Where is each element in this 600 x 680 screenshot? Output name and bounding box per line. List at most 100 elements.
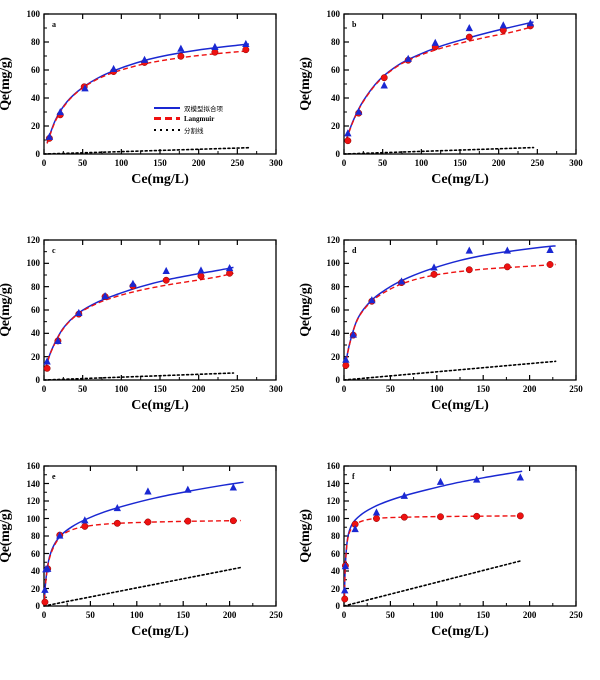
data-point-dual-model — [400, 491, 408, 499]
panel-c: c 0 50 100 150 200 250 300 0 20 40 60 80 100 120 Ce(mg/… — [0, 226, 300, 452]
data-point-langmuir — [373, 515, 380, 522]
y-tick-label: 60 — [31, 548, 40, 559]
x-tick-label: 50 — [78, 158, 88, 168]
data-point-dual-model — [44, 564, 52, 572]
data-point-dual-model — [54, 336, 62, 345]
plot-area-a — [43, 13, 277, 155]
y-axis-label: Qe(mg/g) — [0, 57, 13, 111]
series-line — [43, 146, 250, 155]
y-tick-label: 120 — [26, 235, 41, 245]
panel-letter-e: e — [52, 472, 56, 481]
series-line — [345, 25, 534, 141]
data-point-dual-model — [499, 21, 507, 29]
x-tick-label: 150 — [476, 384, 490, 394]
y-tick-label: 60 — [331, 65, 340, 75]
data-point-langmuir — [184, 517, 192, 525]
y-tick-label: 0 — [335, 149, 341, 159]
data-point-langmuir — [43, 364, 51, 372]
data-point-dual-model — [372, 508, 381, 516]
data-point-langmuir — [342, 361, 350, 369]
panel-a: a 0 50 100 150 200 250 300 0 20 40 60 80 100 Ce(mg/L) Q… — [0, 0, 300, 226]
data-point-dual-model — [162, 266, 170, 275]
series-line — [343, 470, 523, 598]
x-axis-label: Ce(mg/L) — [431, 172, 489, 187]
data-point-dual-model — [380, 81, 388, 89]
data-point-dual-model — [368, 296, 376, 304]
panel-letter-d: d — [352, 246, 357, 255]
data-point-langmuir — [465, 33, 473, 41]
y-tick-label: 80 — [31, 37, 40, 47]
panel-letter-c: c — [52, 246, 56, 255]
data-point-langmuir — [380, 74, 388, 82]
y-tick-label: 140 — [26, 478, 41, 489]
x-tick-label: 150 — [176, 610, 190, 620]
panel-letter-f: f — [352, 472, 355, 481]
data-point-dual-model — [140, 55, 149, 63]
y-tick-label: 0 — [35, 149, 41, 159]
y-tick-label: 100 — [326, 9, 341, 19]
data-point-dual-model — [465, 24, 473, 32]
y-tick-label: 40 — [331, 93, 340, 103]
y-axis-label: Qe(mg/g) — [0, 283, 13, 337]
data-point-dual-model — [225, 264, 234, 272]
plot-area-d — [342, 239, 577, 381]
axis-frame — [343, 13, 577, 155]
y-tick-label: 100 — [326, 513, 341, 524]
data-point-dual-model — [351, 525, 359, 533]
x-tick-label: 0 — [41, 610, 47, 620]
data-point-dual-model — [129, 279, 137, 287]
data-point-dual-model — [341, 562, 350, 570]
data-point-dual-model — [81, 516, 89, 524]
x-tick-label: 0 — [41, 384, 47, 394]
y-tick-label: 160 — [326, 461, 341, 471]
y-tick-label: 40 — [31, 93, 40, 103]
y-tick-label: 160 — [26, 461, 41, 471]
x-tick-label: 200 — [522, 384, 537, 394]
axis-frame — [43, 465, 277, 607]
data-point-langmuir — [473, 512, 481, 520]
y-tick-label: 80 — [31, 531, 40, 541]
x-tick-label: 200 — [491, 158, 506, 168]
panel-e: e 0 50 100 150 200 250 0 20 40 60 80 100 120 140 160 Ce(… — [0, 452, 300, 680]
data-point-dual-model — [465, 246, 473, 254]
legend-label: 双模型拟合项 — [184, 104, 223, 113]
y-tick-label: 120 — [26, 496, 41, 506]
series-line — [43, 372, 235, 381]
series-line — [344, 263, 556, 370]
x-axis-label: Ce(mg/L) — [131, 398, 189, 413]
data-point-dual-model — [436, 477, 445, 485]
plot-area-b — [343, 13, 577, 155]
data-point-dual-model — [109, 64, 118, 72]
y-axis-label: Qe(mg/g) — [298, 283, 313, 337]
series-line — [343, 360, 557, 381]
panel-b: b 0 50 100 150 200 250 300 0 20 40 60 80 100 Ce(mg/L) Q… — [298, 0, 600, 226]
data-point-dual-model — [349, 330, 357, 338]
legend: 双模型拟合项 Langmuir 分割线 — [154, 102, 223, 135]
x-tick-label: 0 — [341, 158, 347, 168]
y-tick-label: 60 — [31, 65, 40, 75]
x-tick-label: 0 — [341, 610, 347, 620]
x-tick-label: 150 — [453, 158, 467, 168]
data-point-dual-model — [113, 504, 121, 512]
y-tick-label: 40 — [331, 566, 340, 576]
legend-key-dotted — [154, 126, 180, 134]
data-point-langmuir — [503, 263, 511, 271]
y-tick-label: 140 — [326, 478, 341, 489]
y-tick-label: 60 — [31, 305, 40, 315]
data-point-dual-model — [41, 585, 49, 593]
series-line — [343, 146, 535, 155]
data-point-langmuir — [437, 513, 444, 521]
data-point-langmuir — [197, 272, 205, 280]
x-tick-label: 100 — [414, 158, 429, 168]
x-tick-label: 50 — [78, 384, 88, 394]
y-tick-label: 80 — [331, 531, 340, 541]
x-tick-label: 50 — [85, 610, 95, 620]
series-line — [43, 481, 244, 600]
y-tick-label: 120 — [326, 235, 341, 245]
x-tick-label: 50 — [385, 610, 395, 620]
x-axis-label: Ce(mg/L) — [131, 172, 189, 187]
data-point-dual-model — [242, 39, 250, 47]
plot-area-f — [341, 465, 577, 607]
series-line — [43, 566, 242, 607]
